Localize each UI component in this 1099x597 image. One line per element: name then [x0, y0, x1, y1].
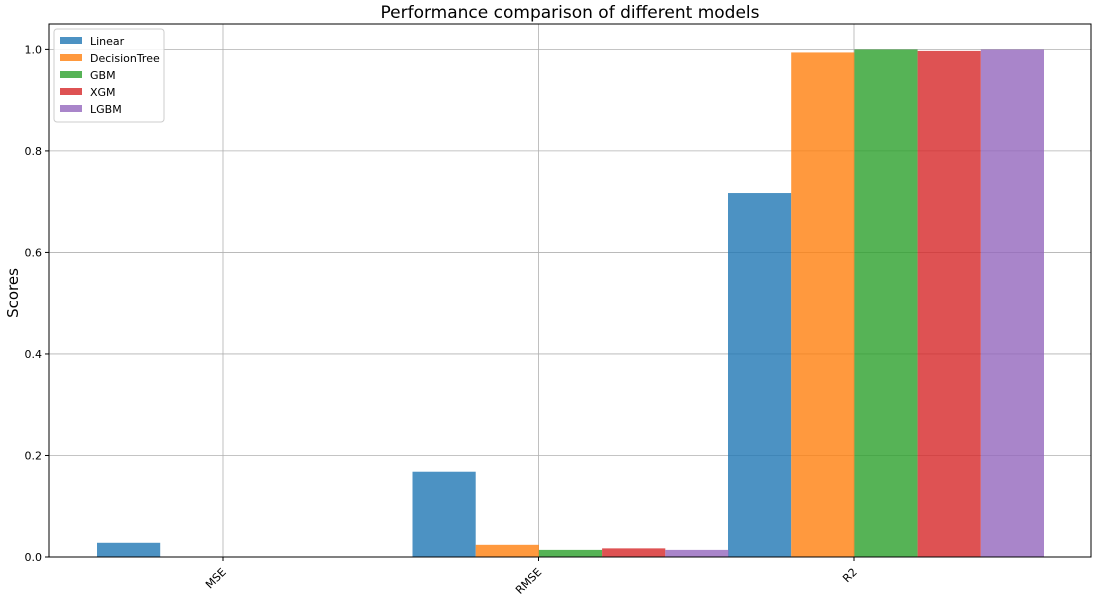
y-tick-label: 1.0 [25, 43, 43, 56]
plot-frame [48, 23, 1092, 558]
legend-swatch-lgbm [60, 105, 82, 112]
chart-title: Performance comparison of different mode… [381, 3, 760, 23]
legend-label-linear: Linear [90, 35, 125, 48]
bar-decisiontree-r2 [791, 52, 855, 557]
bars-layer [97, 49, 1044, 557]
bar-linear-mse [97, 542, 161, 557]
bar-xgm-r2 [917, 50, 981, 557]
x-tick-label: MSE [203, 566, 229, 592]
y-axis-label: Scores [4, 268, 22, 318]
bar-decisiontree-rmse [475, 544, 539, 557]
legend-label-lgbm: LGBM [90, 103, 122, 116]
bar-lgbm-rmse [665, 549, 729, 557]
y-tick-label: 0.6 [25, 246, 43, 259]
legend-label-decisiontree: DecisionTree [90, 52, 160, 65]
bar-linear-rmse [412, 471, 476, 557]
x-tick-label: R2 [840, 566, 860, 586]
legend-swatch-linear [60, 37, 82, 44]
legend-swatch-gbm [60, 71, 82, 78]
bar-gbm-r2 [854, 49, 918, 557]
legend-swatch-decisiontree [60, 54, 82, 61]
x-tick-label: RMSE [513, 566, 544, 597]
bar-xgm-rmse [602, 548, 666, 557]
legend-label-gbm: GBM [90, 69, 116, 82]
y-tick-label: 0.4 [25, 348, 43, 361]
y-tick-label: 0.8 [25, 145, 43, 158]
legend-swatch-xgm [60, 88, 82, 95]
legend-frame [53, 28, 165, 123]
bar-linear-r2 [728, 193, 792, 557]
y-tick-label: 0.0 [25, 551, 43, 564]
y-tick-label: 0.2 [25, 449, 43, 462]
legend: Linear DecisionTree GBM XGM LGBM [53, 28, 165, 123]
bar-gbm-rmse [538, 549, 603, 557]
bar-lgbm-r2 [980, 49, 1044, 557]
legend-label-xgm: XGM [90, 86, 116, 99]
